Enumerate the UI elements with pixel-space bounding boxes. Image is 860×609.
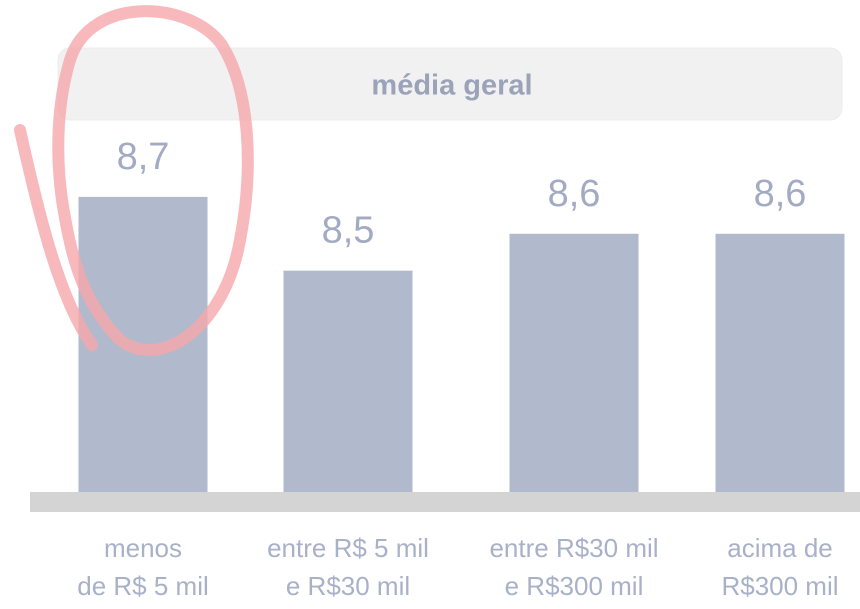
x-tick-label: R$300 mil [721, 571, 838, 601]
bar [283, 270, 413, 492]
chart-title: média geral [371, 70, 532, 102]
x-tick-label: menos [104, 533, 182, 563]
highlight-circle [14, 5, 254, 356]
x-tick-label: acima de [727, 533, 833, 563]
x-tick-label: de R$ 5 mil [77, 571, 209, 601]
bar [715, 233, 845, 492]
value-label: 8,5 [322, 210, 375, 252]
value-label: 8,6 [754, 173, 807, 215]
x-tick-label: entre R$30 mil [489, 533, 658, 563]
value-label: 8,6 [548, 173, 601, 215]
x-tick-label: e R$30 mil [286, 571, 410, 601]
bars [78, 196, 845, 492]
bar [509, 233, 639, 492]
x-tick-label: entre R$ 5 mil [267, 533, 429, 563]
baseline [30, 492, 860, 512]
x-tick-label: e R$300 mil [505, 571, 644, 601]
value-label: 8,7 [117, 136, 170, 178]
